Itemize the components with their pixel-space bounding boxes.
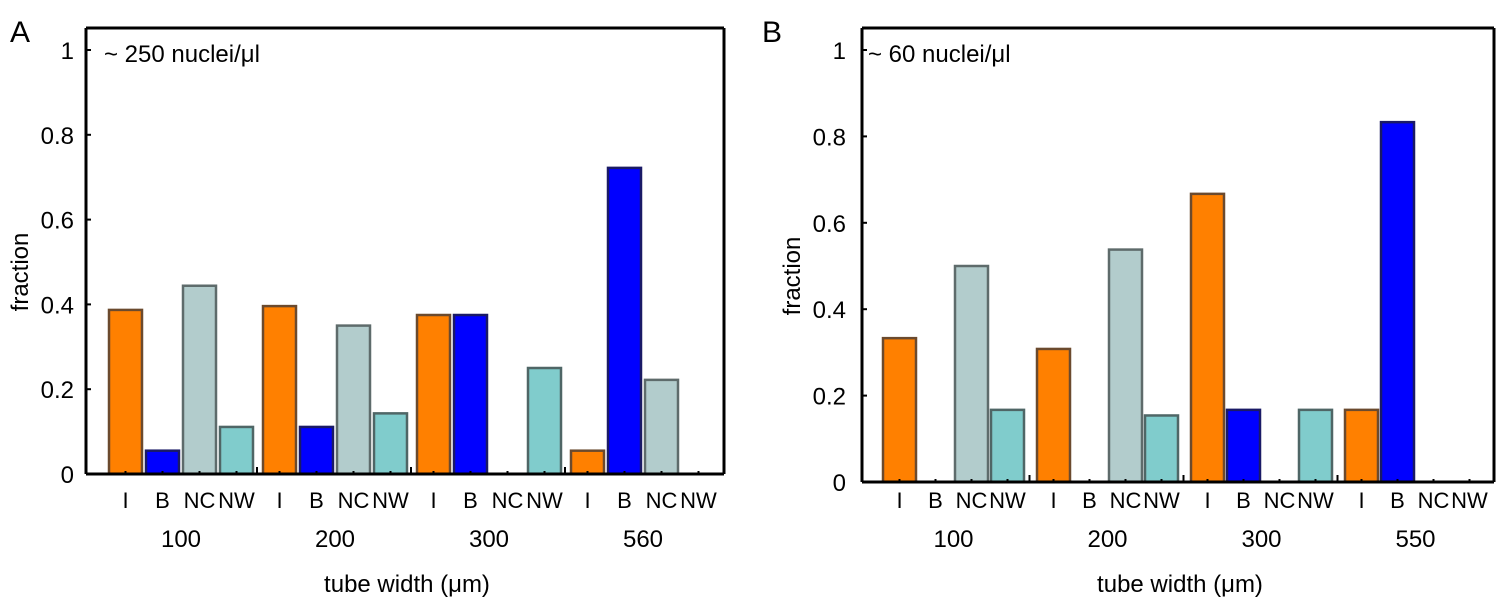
concentration-annotation: ~ 60 nuclei/μl	[868, 41, 1011, 68]
category-label: I	[430, 488, 436, 513]
group-label: 300	[1241, 526, 1281, 553]
category-label: B	[928, 488, 943, 513]
category-label: NC	[1418, 488, 1450, 513]
category-label: NW	[1451, 488, 1488, 513]
category-label: NW	[680, 488, 717, 513]
bar-100-b	[144, 449, 181, 476]
y-tick-label: 0.8	[41, 123, 74, 150]
bar-100-nc	[181, 284, 218, 476]
bar-200-nc	[1107, 248, 1144, 484]
y-tick-label: 1	[61, 38, 74, 65]
category-label: NW	[218, 488, 255, 513]
bar-300-i	[1189, 192, 1226, 484]
category-label: I	[1358, 488, 1364, 513]
category-label: B	[1082, 488, 1097, 513]
bar-300-b	[452, 313, 489, 476]
concentration-annotation: ~ 250 nuclei/μl	[104, 41, 260, 68]
bar-300-i	[415, 313, 452, 476]
bar-550-i	[1343, 408, 1380, 484]
bar-550-b	[1379, 120, 1416, 484]
category-label: NW	[1143, 488, 1180, 513]
x-axis-title: tube width (μm)	[324, 571, 490, 598]
category-label: B	[1236, 488, 1251, 513]
category-label: NC	[646, 488, 678, 513]
y-tick-label: 1	[833, 38, 846, 65]
bar-200-b	[298, 425, 335, 476]
category-label: I	[276, 488, 282, 513]
group-label: 100	[161, 526, 201, 553]
bar-200-nw	[372, 412, 409, 476]
bar-560-i	[569, 449, 606, 476]
category-label: NW	[1297, 488, 1334, 513]
category-label: B	[155, 488, 170, 513]
category-label: NC	[1110, 488, 1142, 513]
category-label: NW	[989, 488, 1026, 513]
bar-300-b	[1225, 408, 1262, 484]
category-label: NW	[526, 488, 563, 513]
bar-100-nw	[989, 408, 1026, 484]
group-label: 100	[933, 526, 973, 553]
category-label: NW	[372, 488, 409, 513]
category-label: NC	[338, 488, 370, 513]
category-label: I	[1050, 488, 1056, 513]
y-tick-label: 0.6	[813, 211, 846, 238]
group-label: 200	[1087, 526, 1127, 553]
bar-100-nw	[218, 425, 255, 476]
bar-560-nc	[643, 378, 680, 476]
y-tick-label: 0.4	[41, 292, 74, 319]
category-label: I	[584, 488, 590, 513]
bar-300-nw	[526, 366, 563, 476]
bar-200-nw	[1143, 414, 1180, 484]
category-label: NC	[956, 488, 988, 513]
category-label: B	[463, 488, 478, 513]
category-label: B	[1390, 488, 1405, 513]
y-tick-label: 0.2	[813, 384, 846, 411]
bar-200-nc	[335, 324, 372, 476]
y-axis-title: fraction	[7, 233, 34, 312]
category-label: I	[1204, 488, 1210, 513]
category-label: NC	[184, 488, 216, 513]
bar-300-nw	[1297, 408, 1334, 484]
category-label: NC	[492, 488, 524, 513]
y-axis-title: fraction	[779, 237, 806, 316]
bar-100-i	[881, 336, 918, 484]
group-label: 550	[1395, 526, 1435, 553]
x-axis-title: tube width (μm)	[1097, 571, 1263, 598]
panel-label: A	[10, 16, 30, 49]
y-tick-label: 0.2	[41, 377, 74, 404]
group-label: 200	[315, 526, 355, 553]
bar-200-i	[1035, 347, 1072, 484]
group-label: 560	[623, 526, 663, 553]
y-tick-label: 0	[61, 462, 74, 489]
bar-200-i	[261, 304, 298, 476]
group-label: 300	[469, 526, 509, 553]
category-label: B	[617, 488, 632, 513]
category-label: I	[896, 488, 902, 513]
y-tick-label: 0.6	[41, 208, 74, 235]
category-label: NC	[1264, 488, 1296, 513]
bar-100-nc	[953, 264, 990, 484]
bar-100-i	[107, 308, 144, 476]
bar-560-b	[606, 166, 643, 476]
panel-label: B	[762, 16, 782, 49]
y-tick-label: 0.4	[813, 297, 846, 324]
category-label: I	[122, 488, 128, 513]
y-tick-label: 0	[833, 470, 846, 497]
y-tick-label: 0.8	[813, 124, 846, 151]
category-label: B	[309, 488, 324, 513]
